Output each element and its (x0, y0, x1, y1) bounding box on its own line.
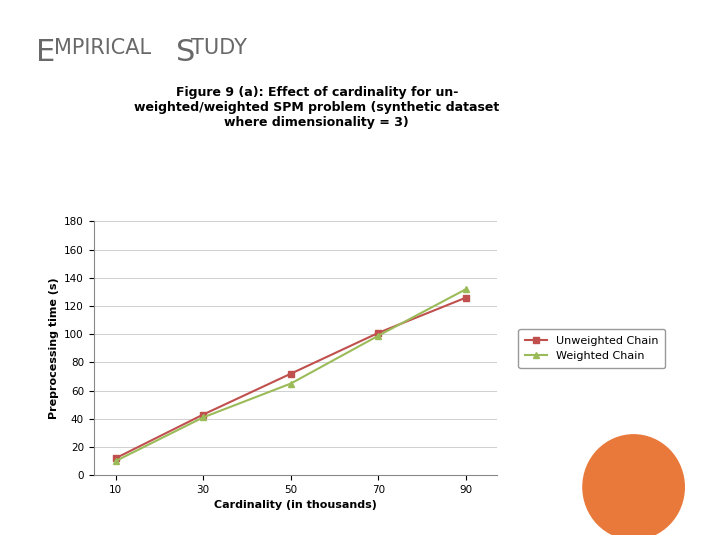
Legend: Unweighted Chain, Weighted Chain: Unweighted Chain, Weighted Chain (518, 329, 665, 368)
Weighted Chain (374, 332, 383, 339)
Y-axis label: Preprocessing time (s): Preprocessing time (s) (48, 278, 58, 419)
X-axis label: Cardinality (in thousands): Cardinality (in thousands) (214, 501, 377, 510)
Unweighted Chain (374, 329, 383, 336)
Line: Unweighted Chain: Unweighted Chain (112, 294, 469, 462)
Weighted Chain (111, 458, 120, 464)
Text: E: E (36, 38, 55, 67)
Weighted Chain (287, 380, 295, 387)
Text: MPIRICAL: MPIRICAL (54, 38, 158, 58)
Circle shape (583, 435, 684, 539)
Text: Figure 9 (a): Effect of cardinality for un-
weighted/weighted SPM problem (synth: Figure 9 (a): Effect of cardinality for … (134, 86, 500, 130)
Unweighted Chain (462, 294, 470, 301)
Unweighted Chain (287, 370, 295, 377)
Weighted Chain (199, 414, 207, 421)
Line: Weighted Chain: Weighted Chain (112, 286, 469, 464)
Text: TUDY: TUDY (191, 38, 247, 58)
Text: S: S (176, 38, 196, 67)
Unweighted Chain (111, 455, 120, 462)
Unweighted Chain (199, 411, 207, 418)
Weighted Chain (462, 286, 470, 292)
